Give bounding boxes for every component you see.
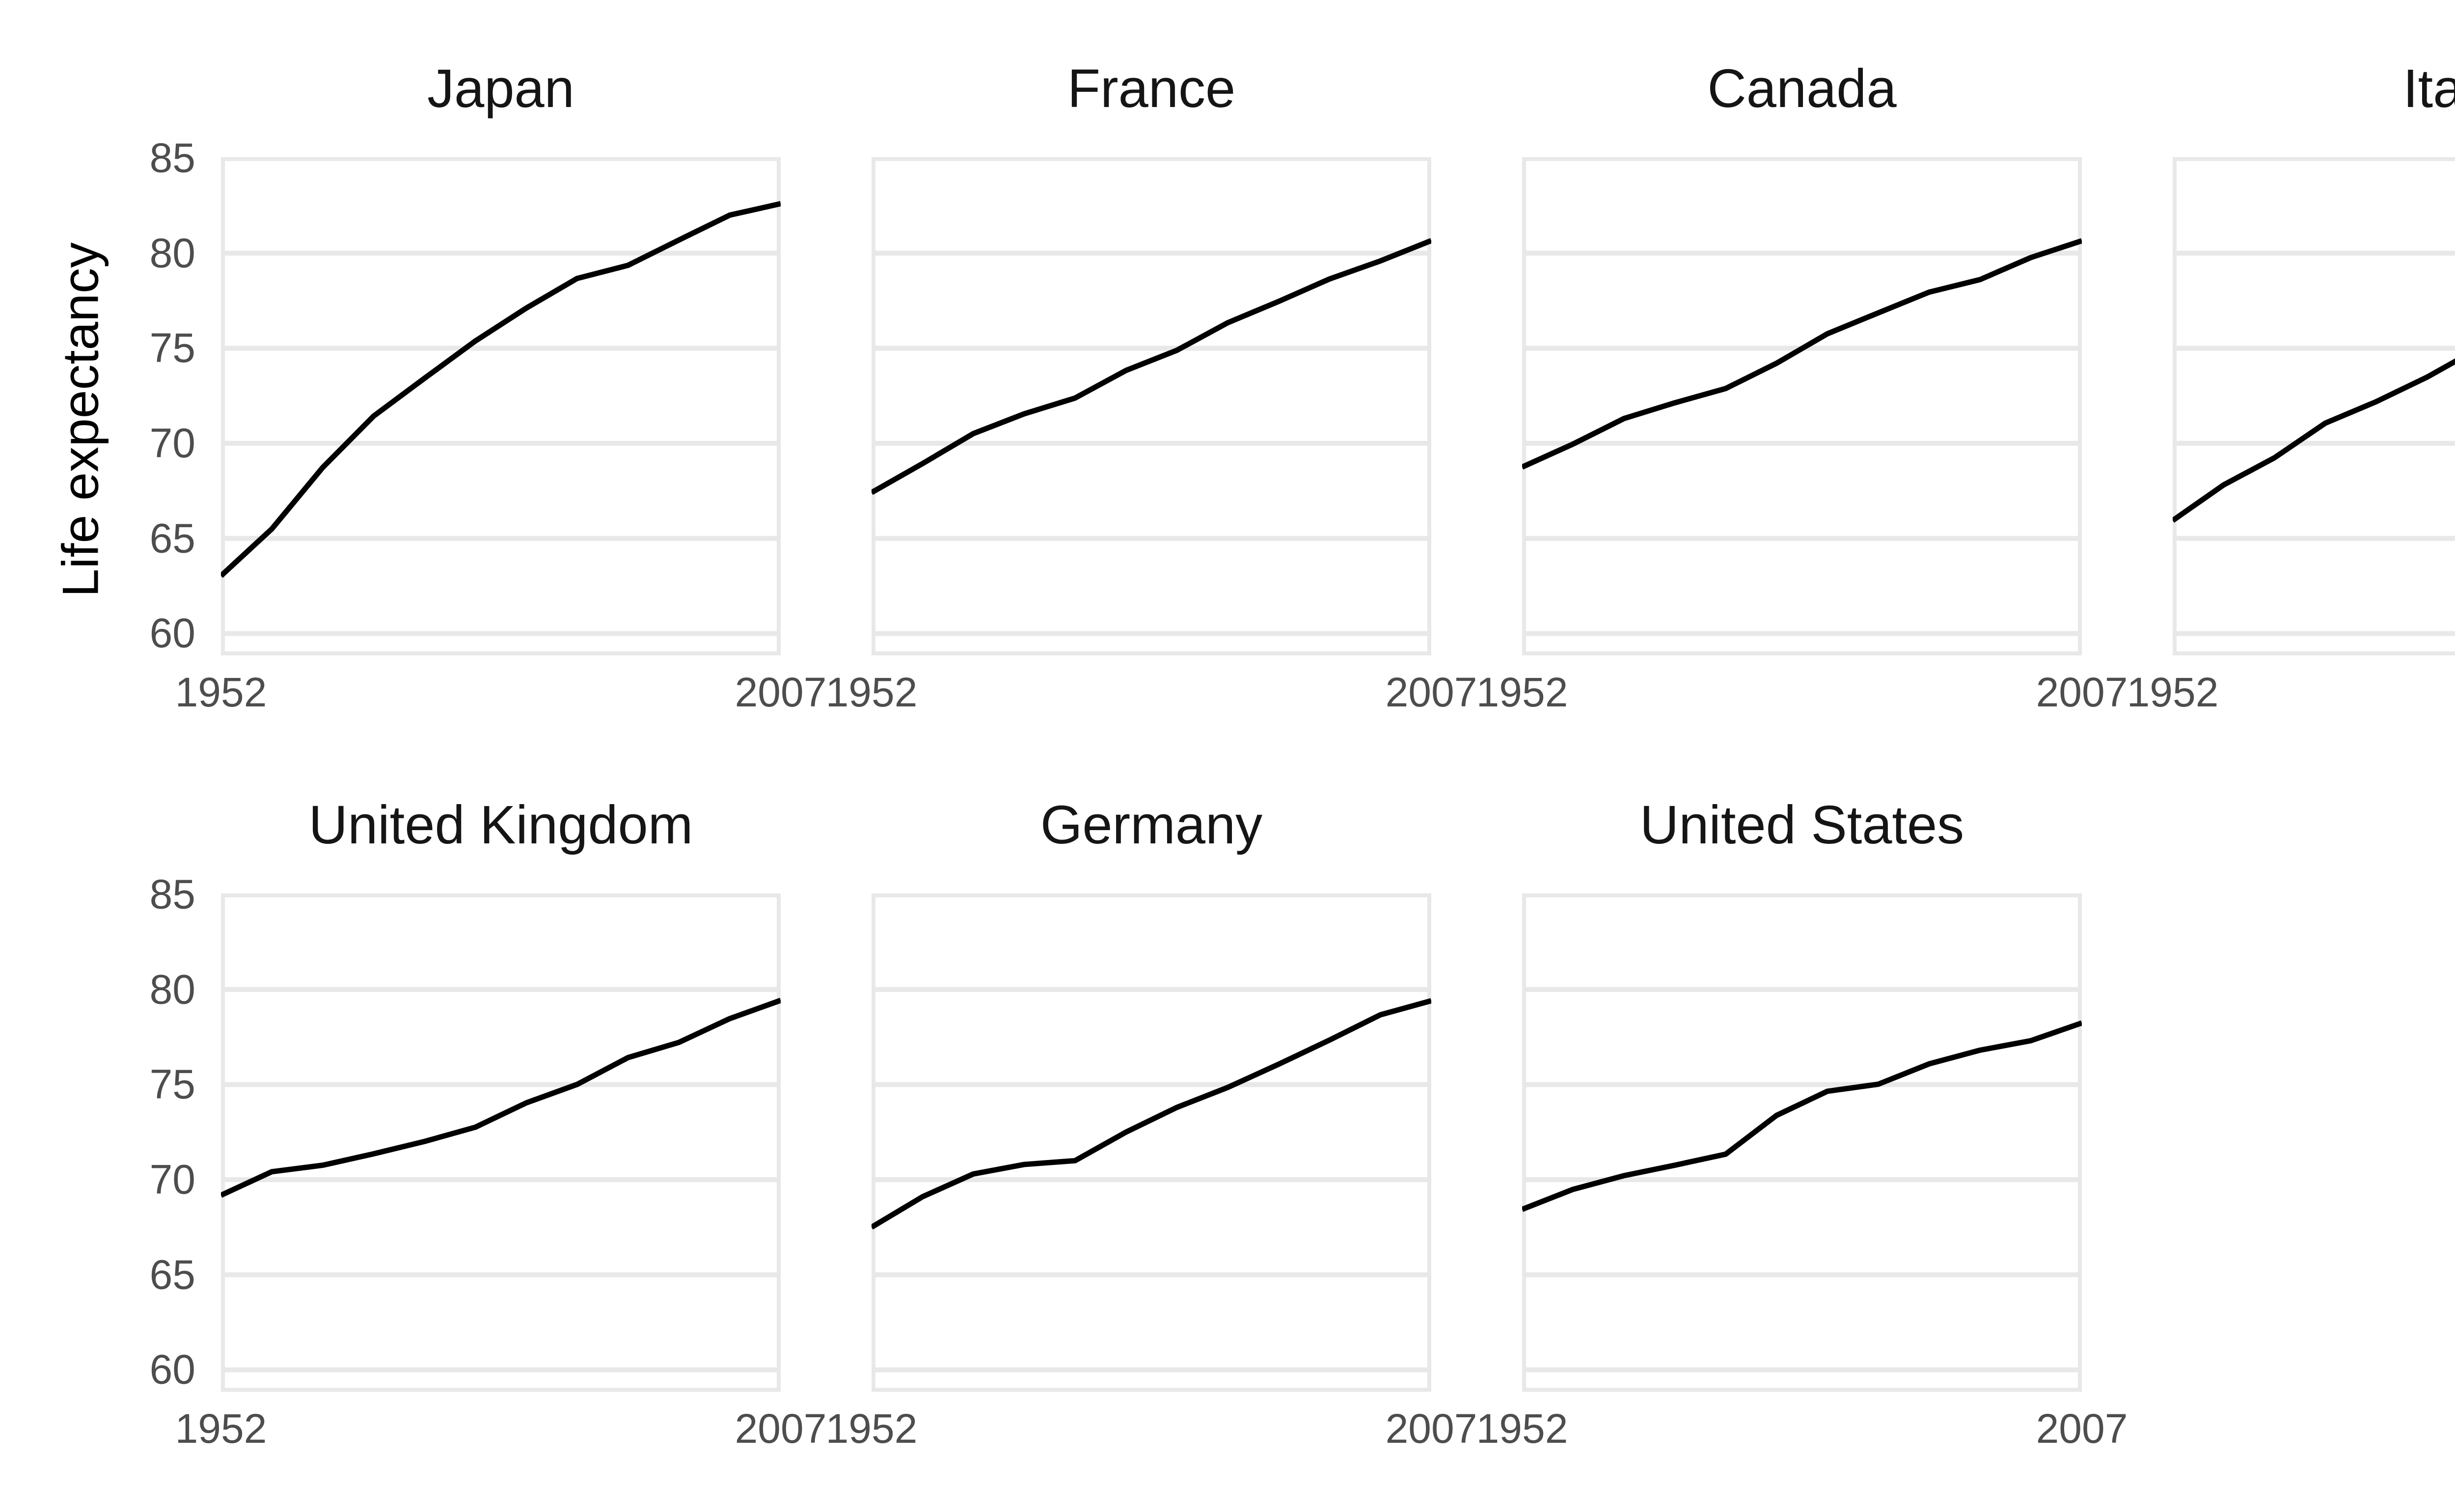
data-line-united-kingdom: [221, 998, 781, 1198]
facet-title-france: France: [1067, 58, 1236, 119]
plot-area-united-states: [1522, 893, 2082, 1392]
plot-area-japan: [221, 157, 781, 655]
plot-area-canada: [1522, 157, 2082, 655]
panel-border: [1522, 893, 2082, 1392]
panel-border: [872, 157, 1431, 655]
panel-border: [1522, 157, 2082, 655]
facet-title-italy: Italy: [2403, 58, 2455, 119]
x-tick-label-2007-united-kingdom: 2007: [735, 1405, 827, 1452]
data-line-canada: [1522, 238, 2082, 470]
x-tick-label-2007-japan: 2007: [735, 669, 827, 715]
plot-area-united-kingdom: [221, 893, 781, 1392]
y-tick-label-70: 70: [149, 1156, 195, 1203]
y-tick-label-65: 65: [149, 1251, 195, 1298]
x-tick-label-2007-germany: 2007: [1385, 1405, 1477, 1452]
y-tick-label-75: 75: [149, 324, 195, 371]
data-line-italy: [2173, 358, 2455, 523]
x-tick-label-1952-united-kingdom: 1952: [175, 1405, 267, 1452]
y-axis-title: Life expectancy: [52, 242, 109, 597]
y-tick-label-85: 85: [149, 135, 195, 181]
plot-area-italy: [2173, 157, 2455, 655]
facet-title-united-kingdom: United Kingdom: [308, 794, 693, 855]
y-tick-label-80: 80: [149, 230, 195, 276]
x-tick-label-1952-germany: 1952: [825, 1405, 918, 1452]
x-tick-label-1952-canada: 1952: [1476, 669, 1568, 715]
y-tick-label-60: 60: [149, 1346, 195, 1393]
plot-area-france: [872, 157, 1431, 655]
y-tick-label-75: 75: [149, 1061, 195, 1107]
x-tick-label-1952-united-states: 1952: [1476, 1405, 1568, 1452]
x-tick-label-2007-france: 2007: [1385, 669, 1477, 715]
data-line-united-states: [1522, 1020, 2082, 1212]
x-tick-label-1952-italy: 1952: [2127, 669, 2219, 715]
facet-title-japan: Japan: [427, 58, 574, 119]
facet-panel-canada: Canada 1952 2007: [1476, 58, 2128, 716]
facet-panel-united-states: United States 1952 2007: [1476, 795, 2128, 1452]
y-tick-label-70: 70: [149, 420, 195, 466]
panel-border: [872, 893, 1431, 1392]
panel-border: [2173, 157, 2455, 655]
data-line-germany: [872, 998, 1431, 1230]
y-tick-label-85: 85: [149, 871, 195, 918]
plot-area-germany: [872, 893, 1431, 1392]
facet-title-germany: Germany: [1040, 794, 1263, 855]
x-tick-label-2007-united-states: 2007: [2036, 1405, 2128, 1452]
facet-panel-japan: Japan 1952 2007 85 80 75 70 65 60: [150, 58, 827, 716]
y-tick-label-60: 60: [149, 610, 195, 656]
facet-panel-united-kingdom: United Kingdom 1952 2007 85 80 75 70 65 60: [150, 795, 827, 1452]
facet-panel-france: France 1952 2007: [826, 58, 1477, 716]
panel-border: [221, 893, 781, 1392]
facet-title-united-states: United States: [1639, 794, 1964, 855]
facet-title-canada: Canada: [1707, 58, 1897, 119]
data-line-france: [872, 238, 1431, 495]
facet-panel-germany: Germany 1952 2007: [826, 795, 1477, 1452]
y-tick-label-80: 80: [149, 966, 195, 1013]
x-tick-label-1952-france: 1952: [825, 669, 918, 715]
panel-border: [221, 157, 781, 655]
x-tick-label-2007-canada: 2007: [2036, 669, 2128, 715]
y-tick-label-65: 65: [149, 515, 195, 562]
data-line-japan: [221, 201, 781, 578]
x-tick-label-1952-japan: 1952: [175, 669, 267, 715]
